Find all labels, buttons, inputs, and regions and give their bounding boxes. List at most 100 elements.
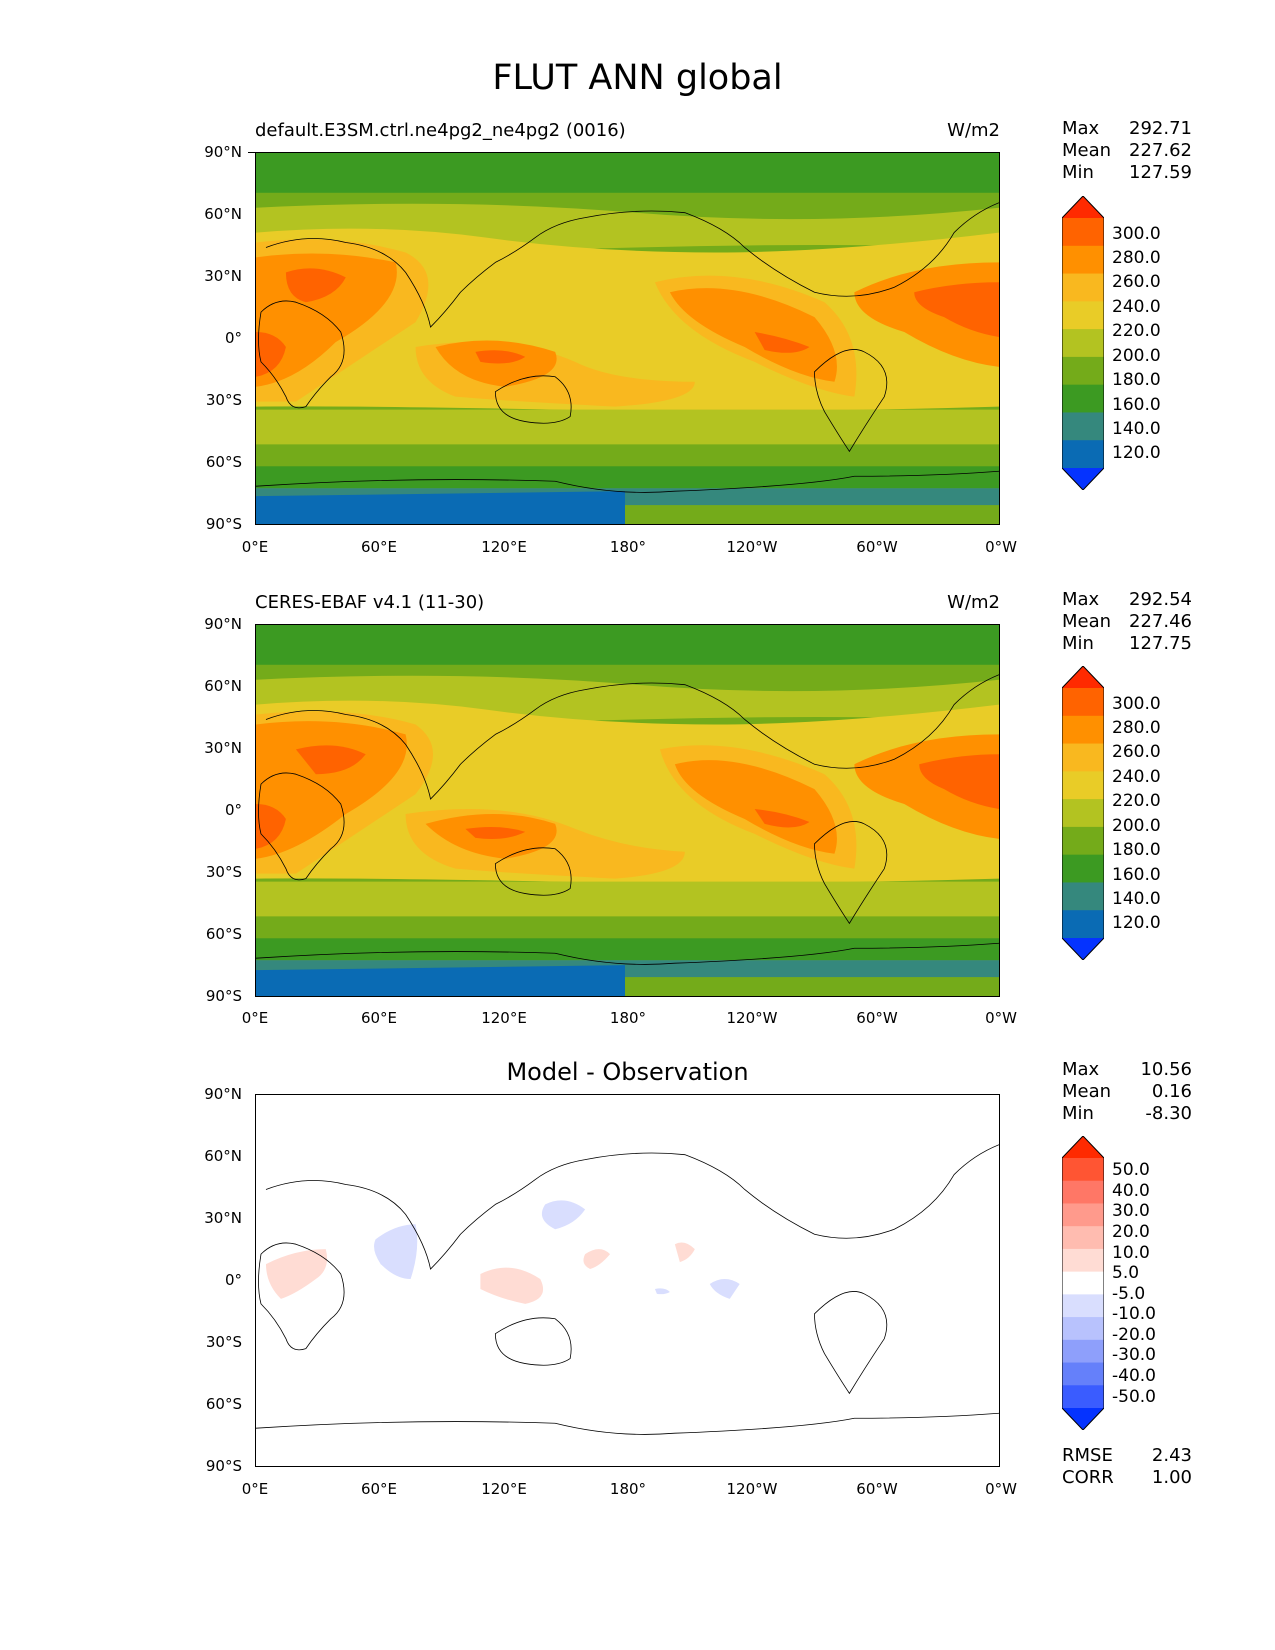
lat-label: 30°S (205, 1333, 242, 1351)
lon-label: 0°W (985, 1009, 1017, 1027)
lon-label: 0°E (241, 1009, 269, 1027)
stat-value: -8.30 (1145, 1103, 1192, 1124)
coastlines (256, 1144, 999, 1435)
units-label: W/m2 (947, 120, 1000, 141)
lon-label: 60°W (856, 538, 898, 556)
colorbar-label: 200.0 (1112, 346, 1161, 366)
colorbar-label: 300.0 (1112, 224, 1161, 244)
lat-label: 90°N (204, 615, 242, 633)
lon-label: 60°E (360, 1009, 398, 1027)
stat-label: Max (1062, 118, 1100, 139)
lat-label: 60°N (204, 677, 242, 695)
colorbar-label: 200.0 (1112, 816, 1161, 836)
lon-label: 60°W (856, 1009, 898, 1027)
stat-label: RMSE (1062, 1445, 1113, 1466)
map-area (255, 624, 1000, 997)
colorbar-segment (1062, 1317, 1104, 1341)
lat-label: 30°N (204, 267, 242, 285)
colorbar-label: 120.0 (1112, 913, 1161, 933)
lon-label: 120°E (481, 538, 527, 556)
colorbar-label: -40.0 (1112, 1366, 1156, 1386)
lat-label: 90°S (205, 1457, 242, 1475)
units-label: W/m2 (947, 592, 1000, 613)
colorbar-segment (1062, 1226, 1104, 1250)
colorbar-label: 140.0 (1112, 889, 1161, 909)
lat-label: 0° (224, 1271, 242, 1289)
stat-label: Min (1062, 633, 1094, 654)
colorbar-segment (1062, 743, 1104, 772)
colorbar-label: -5.0 (1112, 1284, 1146, 1304)
colorbar-label: 180.0 (1112, 370, 1161, 390)
lon-label: 180° (609, 1480, 647, 1498)
colorbar-segment (1062, 910, 1104, 939)
stat-label: Max (1062, 1059, 1100, 1080)
colorbar-label: 220.0 (1112, 321, 1161, 341)
colorbar-label: 140.0 (1112, 419, 1161, 439)
colorbar-label: -20.0 (1112, 1325, 1156, 1345)
lon-label: 60°E (360, 1480, 398, 1498)
colorbar-extend-min (1062, 938, 1104, 960)
lon-label: 180° (609, 538, 647, 556)
colorbar-segment (1062, 1339, 1104, 1364)
lon-label: 120°W (726, 1480, 778, 1498)
colorbar-label: 20.0 (1112, 1222, 1150, 1242)
map-area (255, 152, 1000, 525)
lat-label: 0° (224, 801, 242, 819)
coastlines (256, 674, 999, 965)
colorbar-segment (1062, 826, 1104, 856)
colorbar-label: 40.0 (1112, 1181, 1150, 1201)
colorbar-label: 240.0 (1112, 767, 1161, 787)
colorbar-label: 280.0 (1112, 248, 1161, 268)
stat-label: Mean (1062, 1081, 1112, 1102)
lat-label: 90°N (204, 1085, 242, 1103)
colorbar-label: -50.0 (1112, 1387, 1156, 1407)
colorbar-segment (1062, 799, 1104, 828)
stat-value: 227.46 (1129, 611, 1192, 632)
colorbar-label: 240.0 (1112, 297, 1161, 317)
lat-label: 30°N (204, 1209, 242, 1227)
panel-title: default.E3SM.ctrl.ne4pg2_ne4pg2 (0016) (255, 120, 626, 141)
colorbar-label: 10.0 (1112, 1243, 1150, 1263)
filled-contour-map (256, 625, 999, 996)
lon-label: 60°W (856, 1480, 898, 1498)
colorbar-label: 280.0 (1112, 718, 1161, 738)
lat-label: 0° (224, 329, 242, 347)
stat-label: Min (1062, 1103, 1094, 1124)
colorbar (1062, 196, 1104, 490)
stat-label: CORR (1062, 1467, 1114, 1488)
panel-title: Model - Observation (506, 1058, 749, 1086)
colorbar-segment (1062, 1203, 1104, 1227)
filled-contour-map (256, 153, 999, 524)
colorbar-segment (1062, 412, 1104, 441)
colorbar-segment (1062, 1158, 1104, 1182)
colorbar-label: 160.0 (1112, 865, 1161, 885)
lat-label: 60°S (205, 453, 242, 471)
stat-value: 2.43 (1151, 1445, 1192, 1466)
colorbar-segment (1062, 688, 1104, 717)
colorbar-segment (1062, 301, 1104, 330)
colorbar-extend-min (1062, 468, 1104, 490)
colorbar-label: 260.0 (1112, 272, 1161, 292)
lat-label: 30°N (204, 739, 242, 757)
panel-title: CERES-EBAF v4.1 (11-30) (255, 592, 485, 613)
figure-title: FLUT ANN global (492, 58, 783, 98)
lon-label: 0°W (985, 1480, 1017, 1498)
colorbar-segment (1062, 273, 1104, 302)
stat-value: 10.56 (1140, 1059, 1192, 1080)
colorbar-label: 180.0 (1112, 840, 1161, 860)
colorbar-label: 220.0 (1112, 791, 1161, 811)
lat-label: 60°S (205, 925, 242, 943)
lat-label: 60°N (204, 1147, 242, 1165)
colorbar-label: -30.0 (1112, 1345, 1156, 1365)
colorbar-label: 160.0 (1112, 395, 1161, 415)
colorbar-segment (1062, 218, 1104, 247)
lat-label: 60°N (204, 205, 242, 223)
stat-value: 227.62 (1129, 140, 1192, 161)
stat-value: 127.59 (1129, 162, 1192, 183)
lon-label: 180° (609, 1009, 647, 1027)
lat-label: 30°S (205, 863, 242, 881)
colorbar-segment (1062, 715, 1104, 745)
colorbar-extend-max (1062, 1136, 1104, 1158)
colorbar-label: 30.0 (1112, 1201, 1150, 1221)
lon-label: 0°E (241, 1480, 269, 1498)
